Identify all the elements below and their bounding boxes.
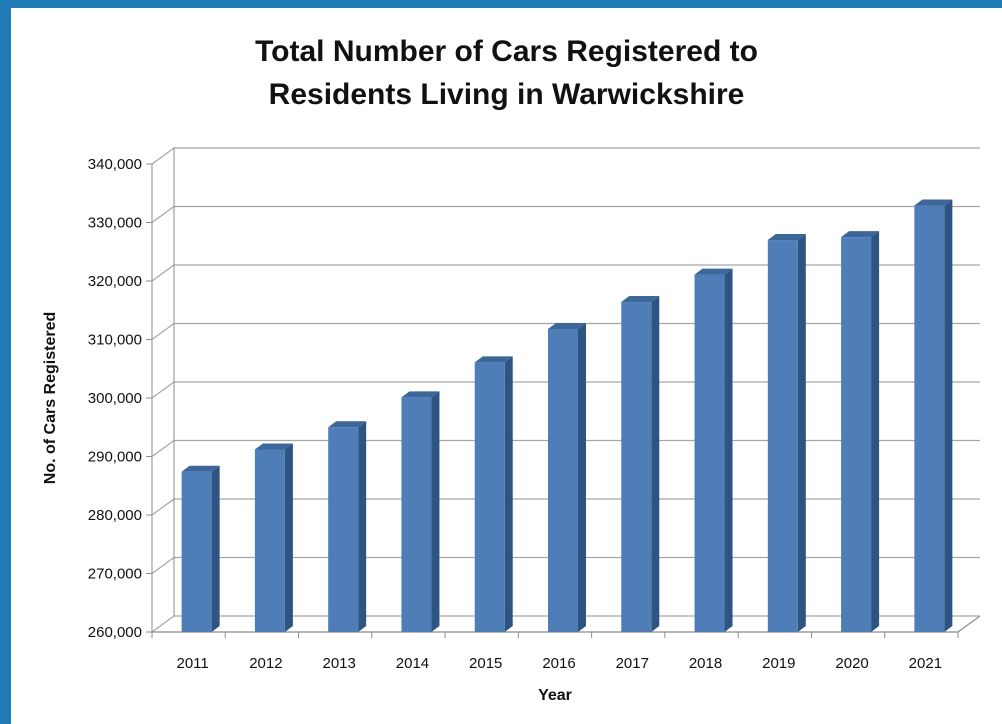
x-tick-label: 2021 (909, 655, 942, 672)
bar-2015 (474, 356, 513, 632)
bar-top (914, 199, 953, 206)
bar-side (358, 421, 367, 632)
y-axis-label: No. of Cars Registered (42, 312, 59, 484)
y-tick-label: 320,000 (88, 273, 142, 290)
bar-2011 (181, 465, 220, 632)
bar-2017 (621, 296, 660, 632)
y-tick-label: 280,000 (88, 507, 142, 524)
y-tick-label: 330,000 (88, 215, 142, 232)
bar-side (724, 268, 733, 632)
bar-top (328, 421, 367, 428)
x-tick-label: 2016 (542, 655, 575, 672)
y-tick-label: 340,000 (88, 156, 142, 173)
x-tick-label: 2012 (249, 655, 282, 672)
x-tick-label: 2019 (762, 655, 795, 672)
bar-side (944, 199, 953, 632)
y-tick-label: 260,000 (88, 624, 142, 641)
x-tick-label: 2011 (177, 655, 209, 672)
bar-front (254, 449, 285, 632)
x-tick-label: 2014 (396, 655, 429, 672)
bar-side (871, 231, 880, 632)
x-axis-label: Year (538, 687, 572, 704)
bar-front (767, 240, 798, 633)
y-tick-label: 310,000 (88, 332, 142, 349)
bar-2021 (914, 199, 953, 632)
bar-front (328, 427, 359, 632)
bar-2016 (548, 322, 586, 632)
bar-side (651, 296, 660, 632)
bar-2012 (254, 443, 293, 632)
bar-2014 (401, 391, 440, 632)
bar-top (841, 231, 880, 238)
bar-top (181, 465, 220, 472)
bar-front (841, 237, 872, 632)
gridline (151, 205, 980, 223)
bar-side (504, 356, 513, 632)
bar-side (578, 322, 586, 632)
chart-title-line-2: Residents Living in Warwickshire (268, 78, 745, 111)
chart-title-line-1: Total Number of Cars Registered to (255, 35, 758, 68)
x-tick-label: 2013 (322, 655, 355, 672)
bar-front (914, 205, 945, 632)
bar-top (401, 391, 440, 398)
bar-side (284, 443, 293, 632)
bar-top (254, 443, 293, 450)
bar-2019 (767, 234, 806, 633)
bar-front (474, 362, 505, 632)
x-tick-label: 2017 (616, 655, 649, 672)
bar-front (694, 274, 725, 632)
gridline (151, 147, 980, 165)
x-tick-label: 2018 (689, 655, 722, 672)
x-tick-label: 2020 (835, 655, 868, 672)
bar-front (621, 302, 652, 632)
bar-top (474, 356, 513, 363)
chart-title: Total Number of Cars Registered to Resid… (11, 30, 1002, 116)
y-tick-label: 300,000 (88, 390, 142, 407)
bar-2013 (328, 421, 367, 632)
bar-top (694, 268, 733, 275)
bar-2018 (694, 268, 733, 632)
bar-side (431, 391, 440, 632)
y-tick-label: 290,000 (88, 449, 142, 466)
bar-side (211, 465, 220, 632)
bar-2020 (841, 231, 880, 632)
y-tick-label: 270,000 (88, 566, 142, 583)
bar-front (548, 328, 578, 632)
bar-front (401, 397, 432, 632)
x-tick-label: 2015 (469, 655, 502, 672)
bar-front (181, 471, 212, 632)
bar-side (797, 234, 806, 633)
bar-top (621, 296, 660, 303)
bar-top (767, 234, 806, 241)
bar-top (548, 322, 586, 329)
